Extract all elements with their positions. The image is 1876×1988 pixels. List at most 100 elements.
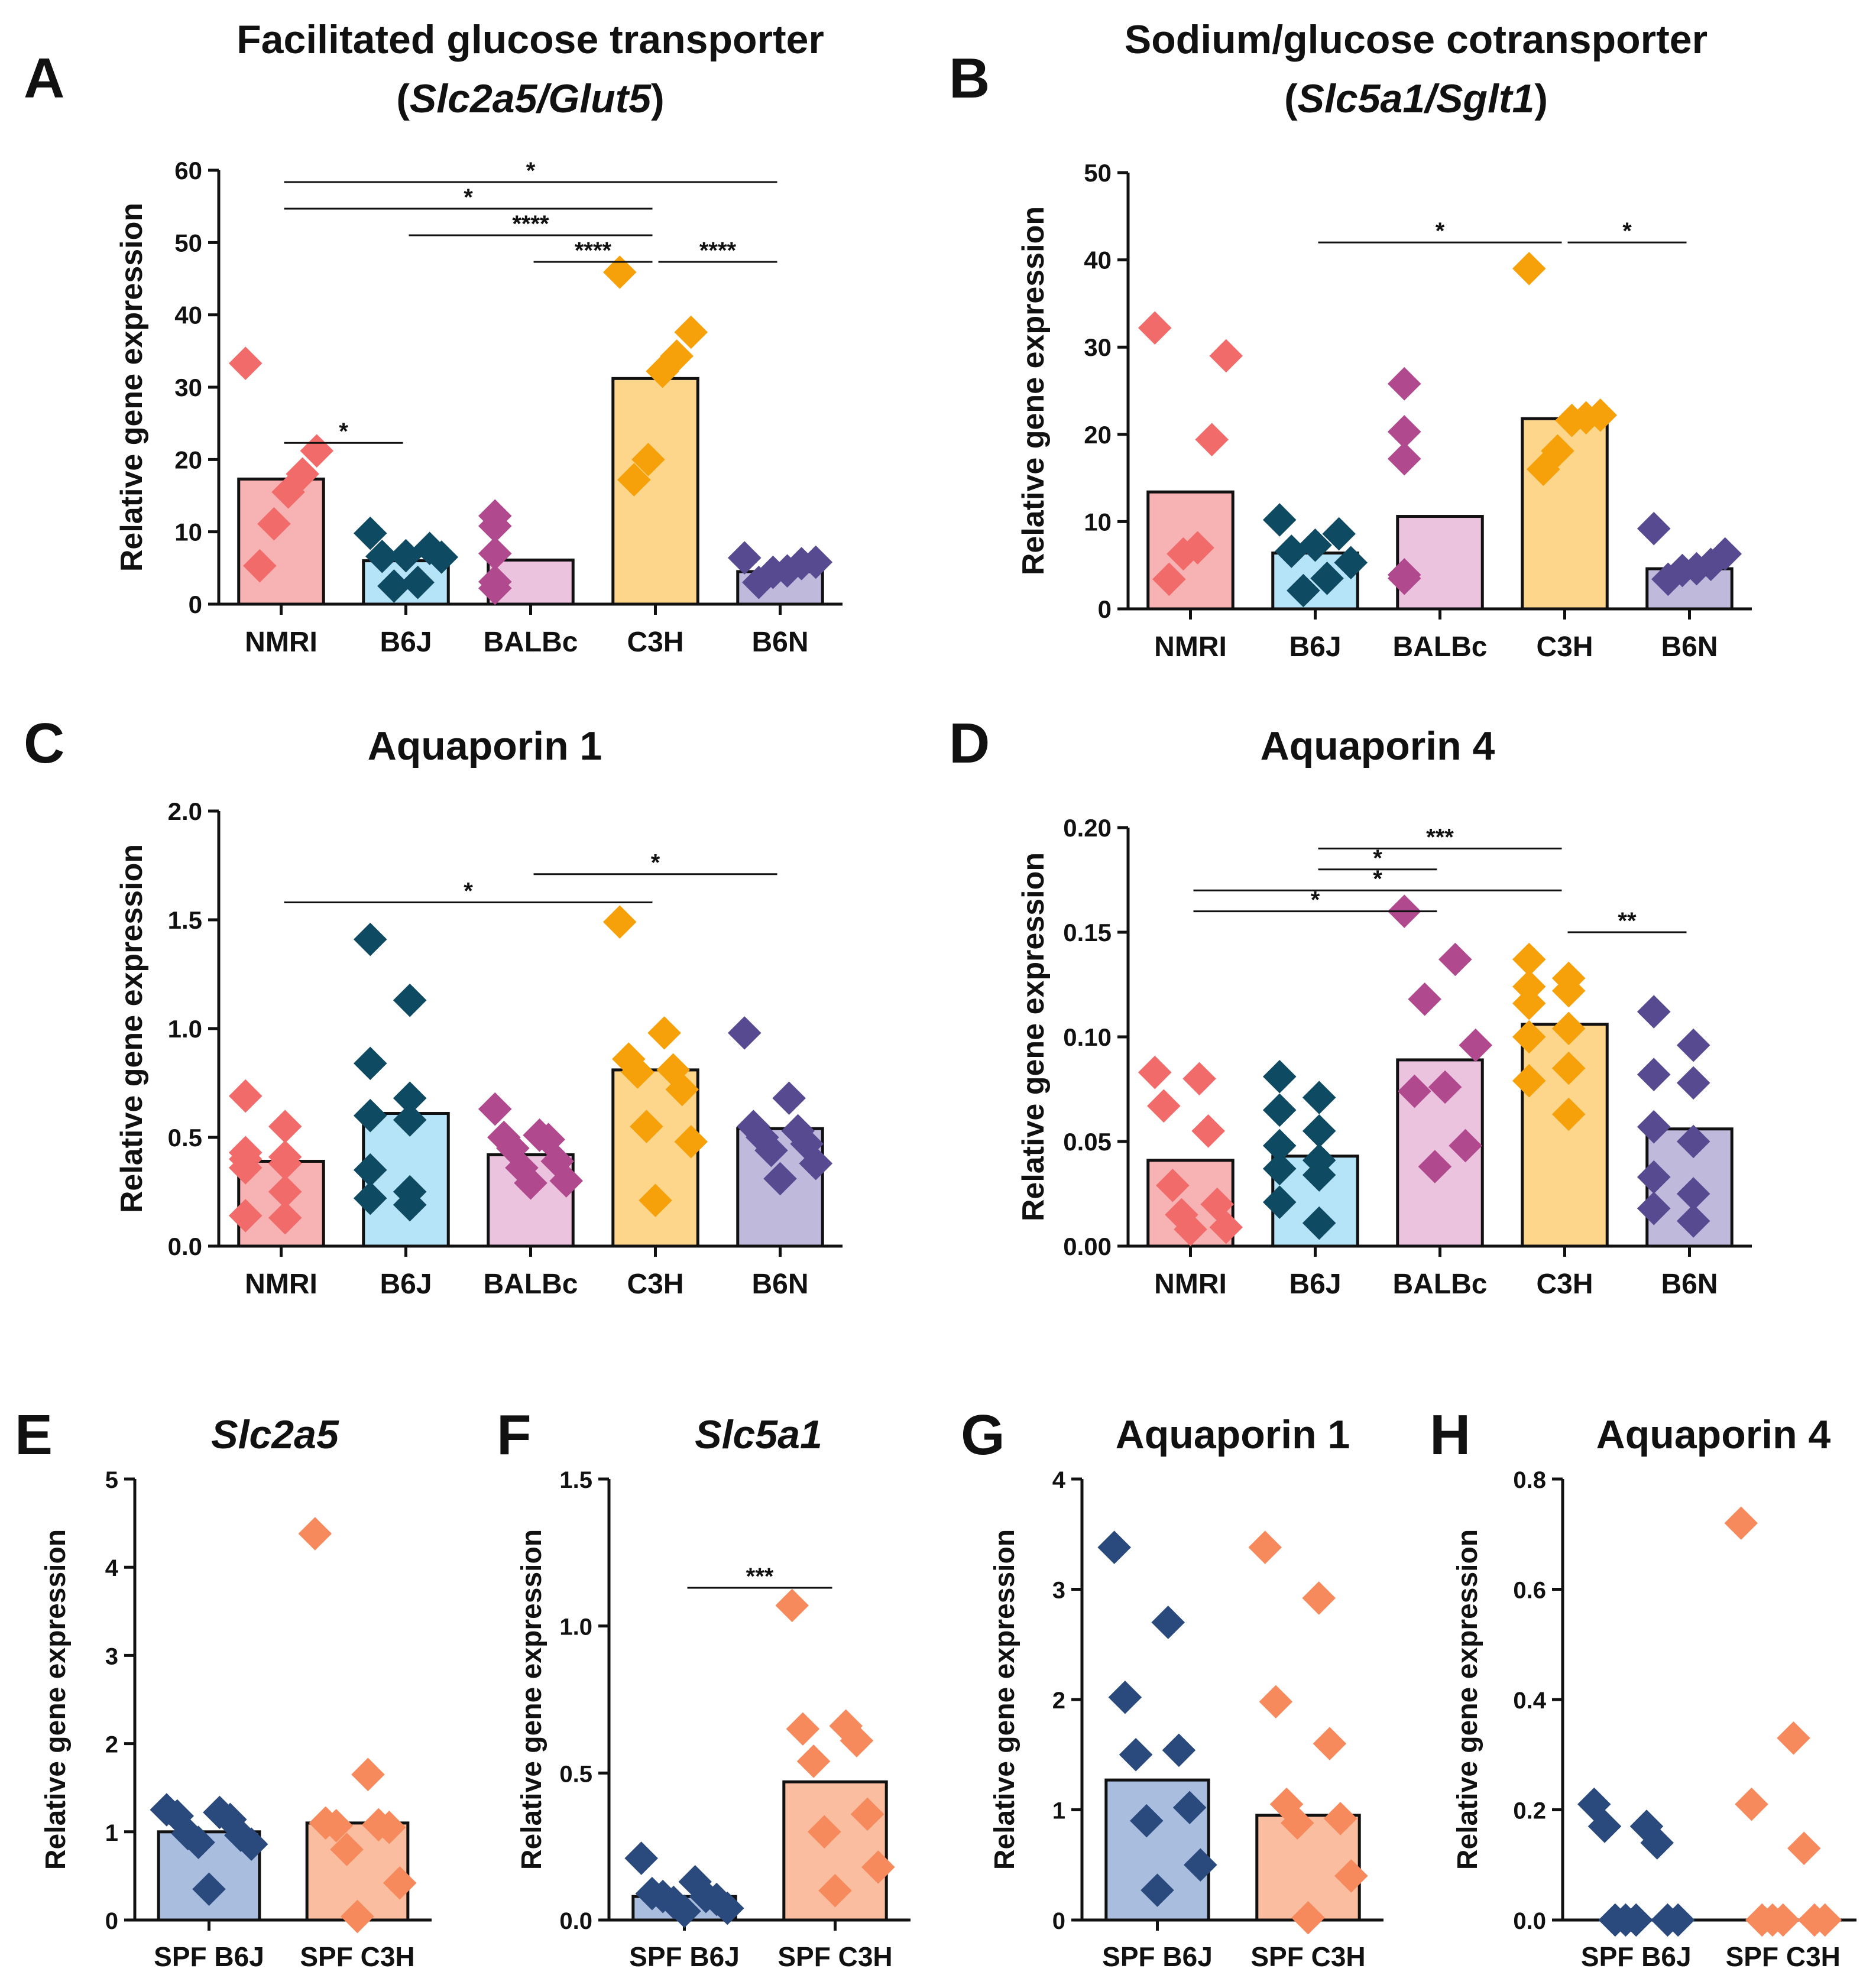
data-point: [1387, 562, 1421, 595]
data-point: [478, 537, 512, 570]
data-point: [647, 1016, 681, 1050]
data-point: [1438, 942, 1472, 977]
y-tick-label: 1.0: [168, 1015, 202, 1043]
data-point: [763, 1162, 797, 1196]
y-tick-label: 3: [105, 1643, 118, 1669]
data-point: [799, 1146, 833, 1181]
data-point: [711, 1891, 744, 1925]
data-point: [1387, 415, 1421, 449]
y-tick-label: 0.00: [1063, 1233, 1112, 1260]
y-axis-label: Relative gene expression: [40, 1529, 72, 1870]
data-point: [192, 1872, 226, 1906]
x-tick-label: C3H: [1536, 1269, 1593, 1300]
y-tick-label: 0.2: [1513, 1798, 1546, 1824]
y-tick-label: 0.0: [168, 1233, 202, 1260]
significance-label: *: [651, 850, 660, 876]
data-point: [1512, 1064, 1546, 1098]
chart-title: Aquaporin 4: [1261, 724, 1495, 768]
y-tick-label: 1: [1052, 1798, 1065, 1824]
y-tick-label: 20: [1084, 421, 1112, 449]
y-tick-label: 0.0: [1513, 1908, 1546, 1934]
data-point: [228, 1079, 263, 1113]
y-tick-label: 50: [174, 229, 202, 257]
x-tick-label: NMRI: [1154, 631, 1227, 663]
data-point: [1195, 423, 1229, 456]
data-point: [1640, 1826, 1674, 1860]
data-point: [182, 1825, 215, 1859]
chart-title: Aquaporin 4: [1596, 1412, 1831, 1457]
data-point: [1191, 1114, 1225, 1148]
data-point: [1259, 1685, 1293, 1719]
data-point: [1323, 1802, 1357, 1835]
panel-f: F Slc5a1 Relative gene expression 0.0 0.5 1.0…: [497, 1403, 911, 1972]
data-point: [1512, 252, 1546, 286]
data-point: [1298, 528, 1332, 562]
data-point: [775, 1588, 809, 1623]
x-tick-label: SPF B6J: [154, 1941, 264, 1972]
data-point: [1209, 339, 1243, 373]
data-point: [1108, 1680, 1142, 1714]
x-tick-label: B6J: [380, 1269, 432, 1300]
data-point: [1555, 403, 1589, 437]
y-tick-label: 1: [105, 1820, 118, 1846]
x-tick-label: B6N: [1661, 1269, 1718, 1300]
bar-c3h: [611, 377, 699, 606]
data-point: [639, 1183, 672, 1218]
data-point: [1156, 1169, 1190, 1202]
data-point: [1262, 1093, 1297, 1127]
data-point: [621, 1055, 655, 1089]
data-point: [389, 539, 423, 573]
y-tick-label: 20: [174, 446, 202, 474]
data-point: [1637, 1191, 1671, 1225]
data-point: [330, 1833, 364, 1866]
y-tick-label: 10: [174, 518, 202, 546]
chart-title: Facilitated glucose transporter: [236, 17, 824, 62]
data-point: [228, 1199, 263, 1233]
data-point: [1262, 1152, 1297, 1186]
y-tick-label: 4: [105, 1555, 119, 1581]
data-point: [298, 1517, 332, 1551]
y-axis-label: Relative gene expression: [1016, 206, 1051, 575]
data-point: [1551, 1011, 1586, 1046]
data-point: [754, 1133, 788, 1167]
data-point: [1174, 1212, 1207, 1246]
y-tick-label: 50: [1084, 159, 1112, 187]
data-point: [353, 1046, 387, 1081]
panel-b: B Sodium/glucose cotransporter (Slc5a1/Sgl…: [949, 17, 1752, 663]
panel-a: A Facilitated glucose transporter (Slc2a5/…: [24, 17, 843, 658]
y-tick-label: 1.0: [559, 1614, 592, 1640]
data-point: [840, 1724, 874, 1757]
significance-label: ****: [575, 238, 612, 264]
data-point: [1637, 995, 1671, 1029]
data-point: [742, 566, 776, 599]
significance-label: *: [526, 158, 536, 184]
data-point: [1281, 1806, 1314, 1840]
significance-label: *: [1373, 866, 1382, 892]
y-axis-label: Relative gene expression: [1016, 852, 1051, 1221]
data-point: [1637, 1058, 1671, 1092]
x-tick-label: SPF B6J: [629, 1941, 740, 1972]
data-point: [1147, 1089, 1181, 1123]
panel-c: C Aquaporin 1 Relative gene expression 0.0 0…: [24, 712, 843, 1300]
data-point: [1637, 1160, 1671, 1194]
data-point: [602, 255, 637, 289]
data-point: [602, 905, 637, 939]
chart-title: Aquaporin 1: [368, 724, 602, 768]
data-point: [478, 571, 512, 605]
y-tick-label: 40: [174, 301, 202, 329]
panel-letter: H: [1430, 1403, 1470, 1467]
data-point: [1119, 1737, 1153, 1772]
data-point: [727, 1016, 762, 1050]
data-point: [1418, 1150, 1452, 1183]
significance-label: *: [1373, 845, 1382, 871]
y-axis-label: Relative gene expression: [516, 1529, 547, 1870]
x-tick-label: SPF C3H: [300, 1941, 414, 1972]
x-tick-label: BALBc: [483, 627, 578, 658]
data-point: [377, 569, 411, 603]
data-point: [353, 1153, 387, 1187]
data-point: [393, 1081, 427, 1115]
significance-label: *: [1622, 218, 1632, 244]
data-point: [1302, 1114, 1336, 1148]
panel-letter: G: [961, 1403, 1005, 1467]
